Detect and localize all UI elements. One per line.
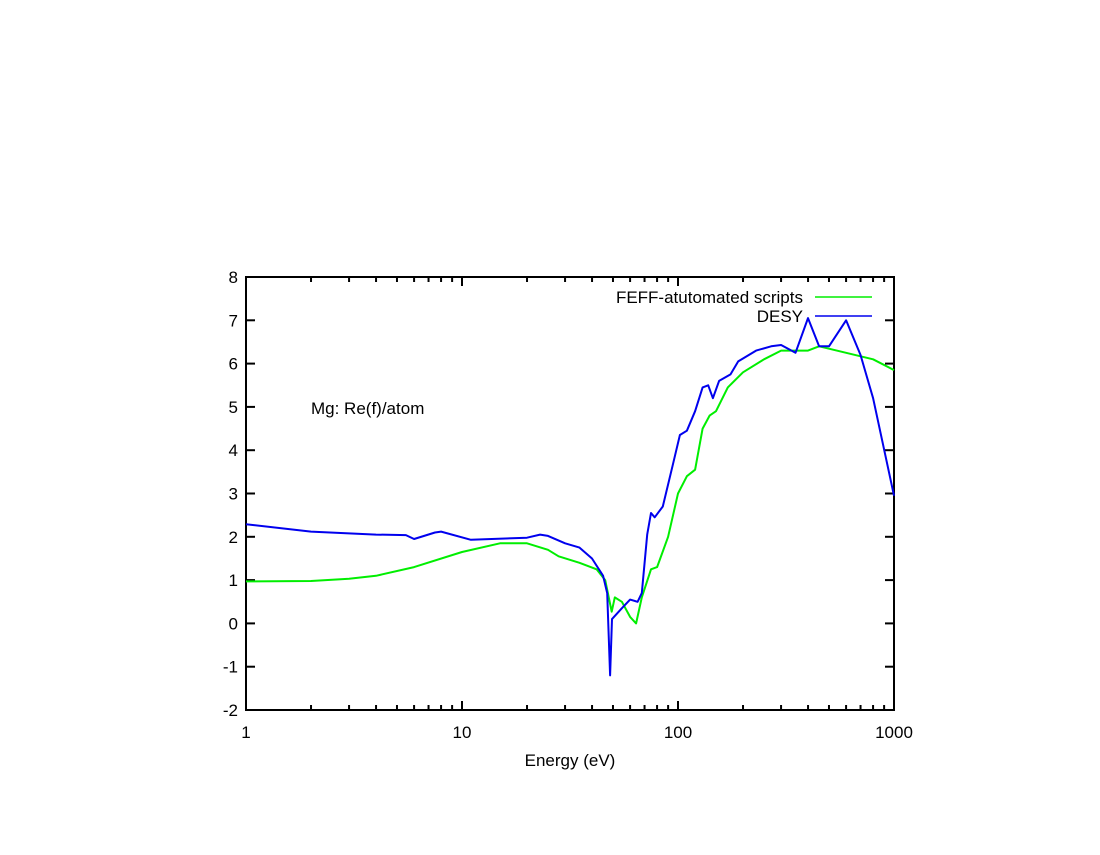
legend: FEFF-atutomated scripts DESY [616,288,872,326]
x-tick-label: 1 [241,723,250,742]
y-tick-label: 7 [229,311,238,330]
y-tick-label: 6 [229,355,238,374]
y-tick-label: 5 [229,398,238,417]
y-tick-label: 8 [229,268,238,287]
series-line-desy [245,317,895,677]
y-tick-label: 3 [229,485,238,504]
y-tick-label: 1 [229,571,238,590]
y-tick-label: 2 [229,528,238,547]
series-group [245,317,895,677]
y-tick-label: 4 [229,441,238,460]
plot-frame [245,276,895,711]
legend-label-desy: DESY [757,307,803,326]
y-tick-label: 0 [229,614,238,633]
x-tick-label: 10 [453,723,472,742]
x-tick-label: 1000 [875,723,913,742]
legend-label-feff: FEFF-atutomated scripts [616,288,803,307]
chart-annotation: Mg: Re(f)/atom [311,399,424,418]
x-axis-label: Energy (eV) [525,751,616,770]
ticks: -2 -1 0 1 2 3 4 5 6 7 8 1 10 100 1000 [223,268,913,742]
y-tick-label: -2 [223,701,238,720]
series-line-feff [245,345,895,625]
y-tick-label: -1 [223,658,238,677]
x-tick-label: 100 [664,723,692,742]
